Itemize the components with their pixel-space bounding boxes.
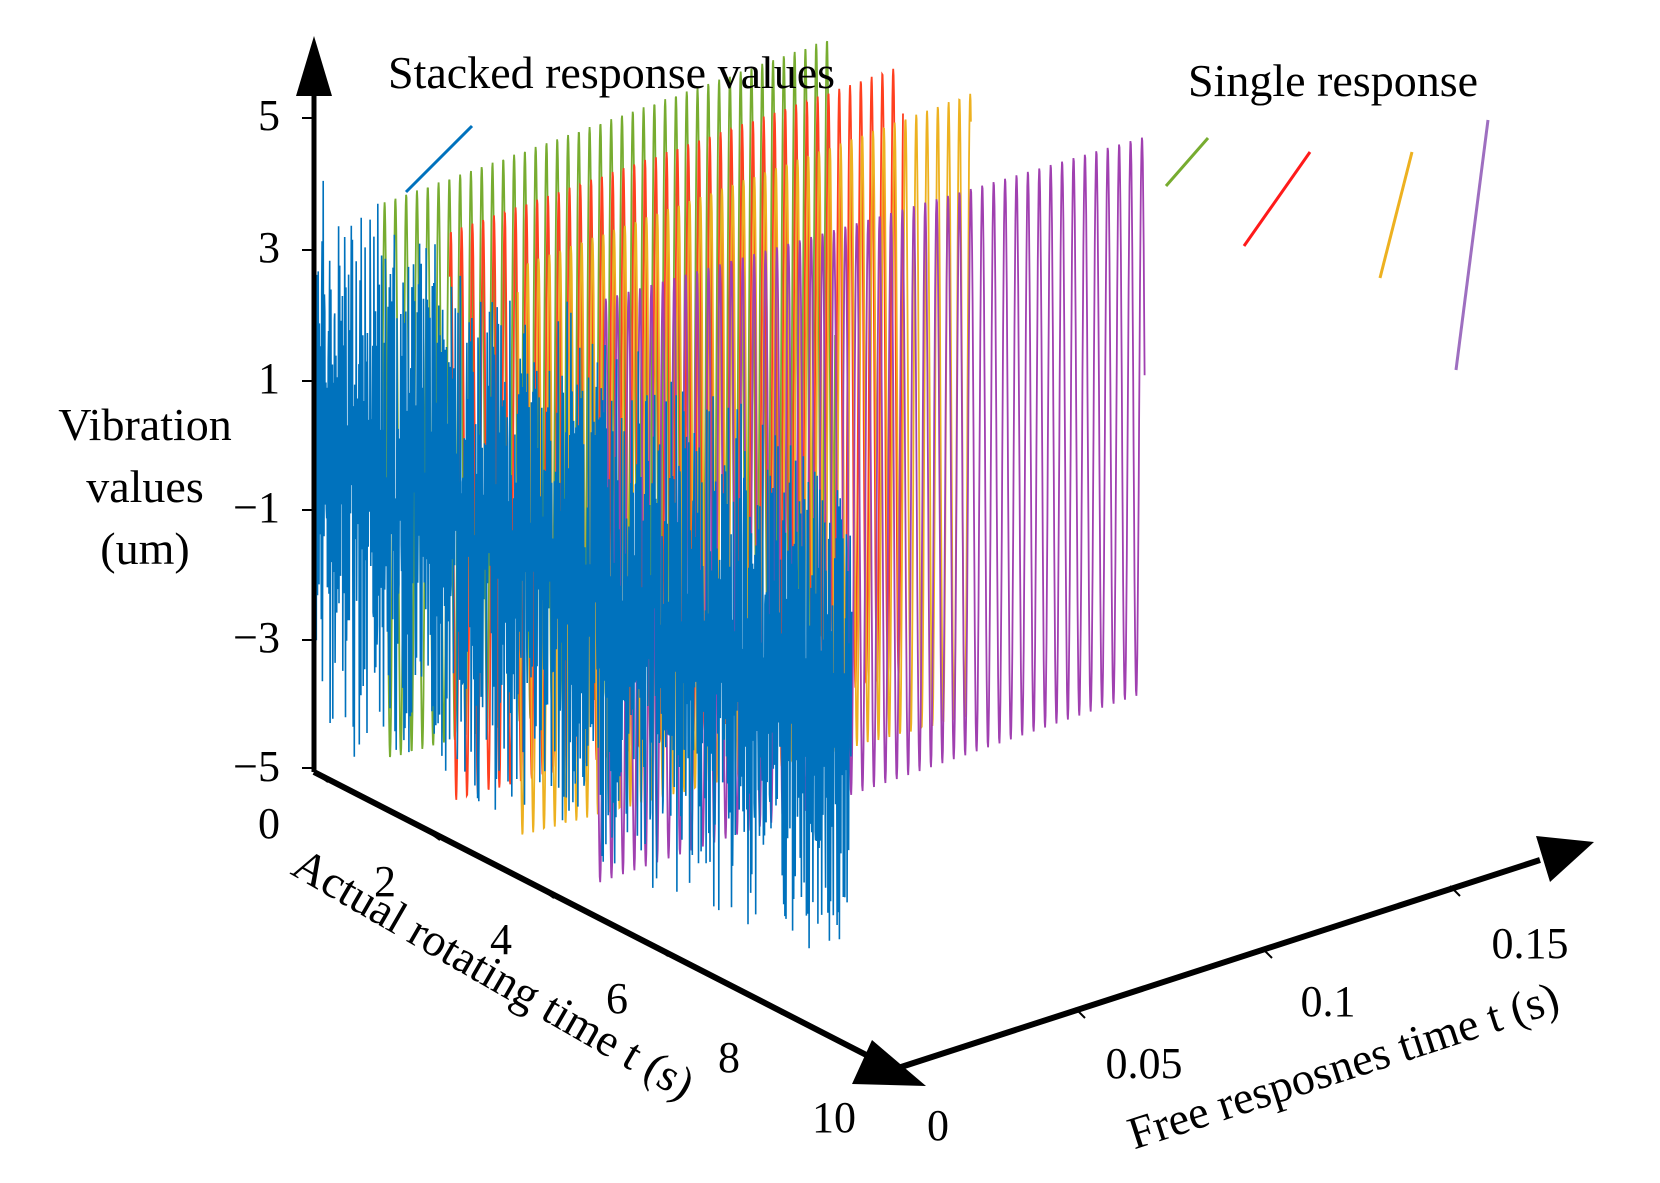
y-tick-6: 6 [606, 974, 628, 1023]
z-tick-minus5: −5 [233, 742, 280, 791]
single-leader-orange [1378, 151, 1414, 279]
stacked-annotation: Stacked response values [388, 47, 835, 98]
y-tick-8: 8 [718, 1033, 740, 1082]
vibration-axis-arrow [296, 36, 332, 96]
actual-time-axis-line [312, 769, 882, 1065]
series-layer [313, 40, 1146, 949]
single-leader-red [1242, 151, 1312, 247]
single-annotation: Single response [1188, 55, 1478, 106]
free-time-axis-arrow [1536, 836, 1594, 882]
z-tick-3: 3 [258, 223, 280, 272]
y-tick-4: 4 [490, 915, 512, 964]
y-tick-0: 0 [258, 799, 280, 848]
x-tick-0.05: 0.05 [1106, 1039, 1183, 1088]
z-label-line-1: Vibration [58, 399, 232, 450]
y-tick-2: 2 [374, 857, 396, 906]
z-axis-label: Vibration values (um) [58, 399, 232, 574]
y-tick-marks [313, 771, 783, 1015]
z-tick-minus3: −3 [233, 613, 280, 662]
stacked-leader-line [404, 124, 474, 194]
z-label-line-2: values [86, 461, 204, 512]
x-tick-0: 0 [927, 1101, 949, 1150]
series-line-3 [516, 93, 972, 835]
z-tick-1: 1 [258, 354, 280, 403]
y-tick-labels: 0 2 4 6 8 10 [258, 799, 856, 1142]
z-tick-5: 5 [258, 91, 280, 140]
actual-time-axis-arrow [852, 1040, 926, 1086]
x-tick-0.1: 0.1 [1301, 977, 1356, 1026]
x-tick-marks [1074, 885, 1461, 1019]
single-leader-green [1164, 137, 1210, 187]
free-time-axis-line [897, 857, 1541, 1071]
series-line-stacked [313, 180, 853, 949]
x-tick-0.15: 0.15 [1492, 919, 1569, 968]
z-tick-minus1: −1 [233, 483, 280, 532]
series-line-2 [448, 68, 904, 800]
z-label-line-3: (um) [100, 523, 189, 574]
x-tick-labels: 0 0.05 0.1 0.15 [927, 919, 1569, 1150]
single-leader-purple [1454, 119, 1490, 371]
z-tick-labels: 5 3 1 −1 −3 −5 [233, 91, 280, 791]
y-axis-label: Actual rotating time t (s) [284, 838, 703, 1110]
z-tick-marks [302, 117, 314, 769]
axes [296, 36, 1594, 1086]
y-tick-10: 10 [812, 1093, 856, 1142]
